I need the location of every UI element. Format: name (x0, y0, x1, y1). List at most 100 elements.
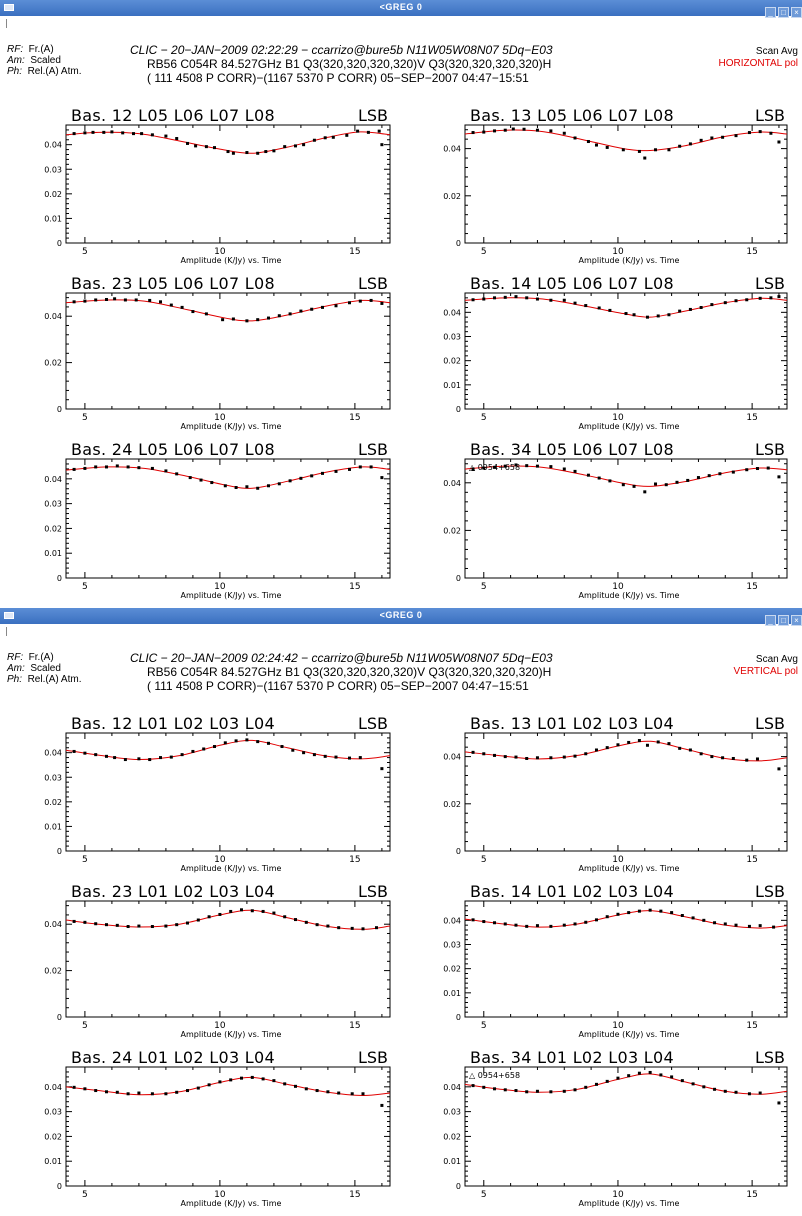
data-point (535, 1089, 539, 1093)
minimize-icon[interactable]: _ (765, 7, 776, 18)
data-point (72, 919, 76, 923)
data-point (123, 298, 127, 302)
data-point (747, 131, 751, 135)
data-point (375, 926, 378, 930)
data-point (482, 752, 486, 756)
x-tick-label: 10 (214, 413, 226, 423)
plot-grid-vertical: Bas. 12 L01 L02 L03 L04 LSB 5 10 15 Amplitude… (44, 714, 788, 1208)
am-value: Scaled (30, 663, 61, 674)
x-tick-label: 15 (349, 1021, 360, 1031)
x-tick-label: 5 (82, 1190, 88, 1200)
data-point (199, 478, 203, 482)
data-point (680, 1079, 684, 1083)
maximize-icon[interactable]: □ (778, 615, 789, 626)
data-point (140, 132, 144, 136)
y-tick-label: 0.02 (44, 798, 62, 807)
data-point (105, 754, 108, 758)
plot-frame (464, 124, 788, 244)
minimize-icon[interactable]: _ (765, 615, 776, 626)
data-point (471, 1084, 475, 1088)
data-point (573, 301, 577, 305)
data-point (150, 925, 154, 929)
data-point (688, 142, 692, 146)
sideband-label: LSB (358, 882, 388, 901)
data-point (471, 750, 475, 754)
fit-curve (65, 909, 391, 930)
x-tick-label: 5 (82, 855, 88, 865)
data-point (234, 739, 238, 743)
data-point (94, 1089, 98, 1093)
data-point (94, 922, 98, 926)
data-point (616, 1076, 620, 1080)
plot-frame (65, 458, 391, 579)
fit-curve (65, 1076, 391, 1097)
data-point (549, 129, 553, 133)
rf-row: RF: Fr.(A) (7, 44, 54, 55)
data-point (294, 1084, 297, 1088)
y-tick-label: 0.02 (443, 1132, 461, 1141)
x-tick-label: 5 (481, 855, 487, 865)
data-point (272, 911, 276, 915)
data-point (186, 141, 189, 145)
sideband-label: LSB (755, 440, 785, 459)
data-point (637, 739, 641, 743)
plot-frame (464, 732, 788, 852)
data-point (627, 1074, 631, 1078)
data-point (696, 476, 700, 480)
data-point (250, 909, 254, 913)
data-point (734, 299, 738, 303)
window-menu-icon[interactable] (4, 4, 14, 11)
data-point (745, 758, 749, 762)
data-point (240, 1076, 243, 1080)
chart-panel: Bas. 12 L01 L02 L03 L04 LSB 5 10 15 Amplitude… (44, 714, 391, 873)
data-point (83, 131, 87, 135)
data-point (310, 307, 314, 311)
data-point (493, 129, 497, 133)
plot-frame (464, 458, 788, 579)
data-point (584, 920, 588, 924)
data-point (667, 313, 671, 317)
data-point (312, 753, 316, 757)
data-point (766, 466, 770, 470)
data-point (164, 924, 168, 928)
data-point (380, 767, 384, 771)
data-point (369, 298, 373, 302)
fit-curve (464, 297, 788, 318)
rf-label: RF: (7, 44, 24, 55)
data-point (503, 1088, 507, 1092)
data-point (645, 743, 649, 747)
header-line-3: ( 111 4508 P CORR)−(1167 5370 P CORR) 05… (147, 679, 529, 693)
data-point (358, 299, 362, 303)
data-point (691, 916, 695, 920)
data-point (321, 305, 324, 309)
source-annotation: △ 0954+658 (469, 463, 520, 472)
data-point (667, 742, 671, 746)
window-titlebar[interactable]: <GREG 0 _ □ × (0, 0, 802, 18)
data-point (597, 306, 601, 310)
plot-grid-horizontal: Bas. 12 L05 L06 L07 L08 LSB 5 10 15 Amplitude… (44, 106, 788, 600)
plot-frame (65, 124, 391, 244)
data-point (758, 1091, 762, 1095)
data-point (731, 756, 735, 760)
resize-handle[interactable] (6, 627, 7, 636)
data-point (337, 1091, 341, 1095)
data-point (326, 924, 330, 928)
data-point (83, 920, 87, 924)
x-axis-label: Amplitude (K/Jy) vs. Time (181, 591, 282, 600)
data-point (747, 924, 751, 928)
data-point (304, 920, 308, 924)
data-point (369, 465, 373, 469)
data-point (511, 127, 515, 131)
window-menu-icon[interactable] (4, 612, 14, 619)
data-point (586, 140, 590, 144)
data-point (121, 131, 125, 135)
data-point (699, 752, 703, 756)
data-point (648, 908, 652, 912)
resize-handle[interactable] (6, 19, 7, 28)
fit-curve (65, 466, 391, 489)
data-point (734, 1090, 738, 1094)
data-point (218, 1080, 222, 1084)
chart-panel: Bas. 23 L01 L02 L03 L04 LSB 5 10 15 Amplitude… (44, 882, 391, 1039)
maximize-icon[interactable]: □ (778, 7, 789, 18)
data-point (772, 925, 776, 929)
